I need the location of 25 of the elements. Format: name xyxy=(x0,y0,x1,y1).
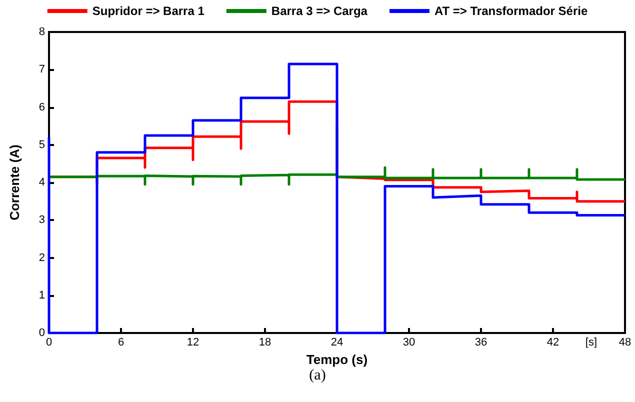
y-tick-label: 5 xyxy=(38,138,45,151)
x-tick-label: 6 xyxy=(118,336,124,348)
x-tick-label: 18 xyxy=(258,336,272,348)
x-tick-label: 12 xyxy=(186,336,200,348)
x-tick-label: 24 xyxy=(330,336,344,348)
text: [s] xyxy=(585,336,598,348)
y-tick-label: 0 xyxy=(38,327,45,339)
legend-label: Supridor => Barra 1 xyxy=(92,4,205,18)
text: (a) xyxy=(309,368,326,384)
x-tick-label: 48 xyxy=(618,336,632,348)
x-tick-label: 30 xyxy=(402,336,416,348)
y-tick-label: 7 xyxy=(38,64,45,76)
y-tick-label: 6 xyxy=(38,101,45,114)
legend-label: Barra 3 => Carga xyxy=(271,4,368,18)
y-tick-label: 2 xyxy=(38,252,45,264)
y-tick-label: 8 xyxy=(38,26,45,38)
x-tick-label: 36 xyxy=(474,336,488,348)
y-tick-label: 1 xyxy=(38,289,45,302)
y-axis-title: Corrente (A) xyxy=(7,144,22,220)
y-tick-label: 3 xyxy=(38,214,45,226)
x-tick-label: 42 xyxy=(546,336,560,348)
y-tick-label: 4 xyxy=(38,176,45,188)
x-axis-title: Tempo (s) xyxy=(306,352,368,367)
legend-label: AT => Transformador Série xyxy=(434,4,588,18)
line-series xyxy=(48,62,626,334)
